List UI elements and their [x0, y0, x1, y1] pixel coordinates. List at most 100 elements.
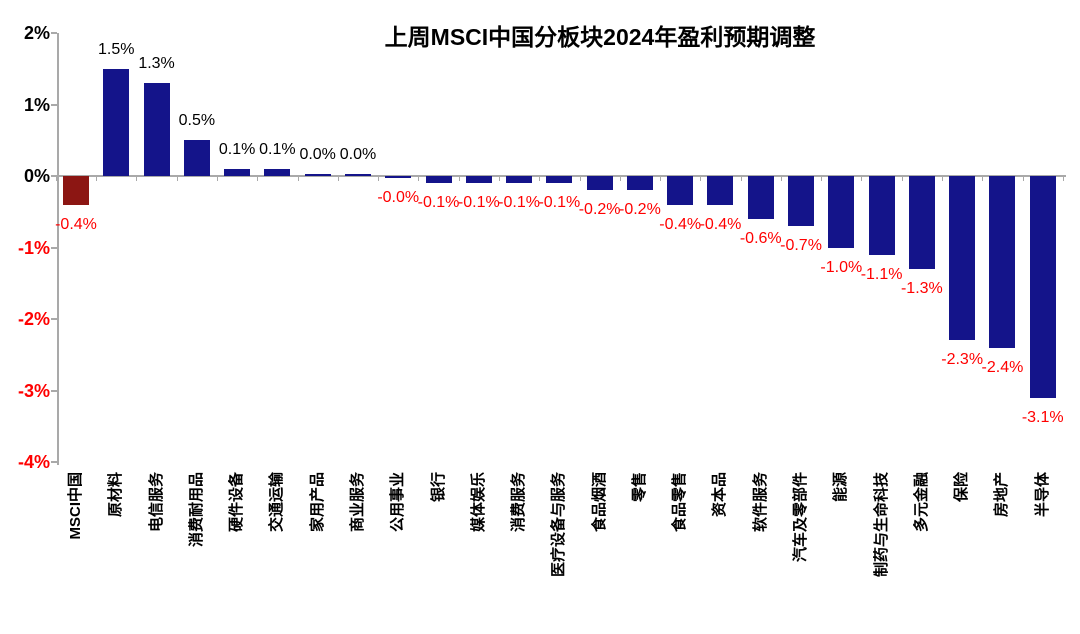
- x-axis-category-label: 商业服务: [348, 472, 366, 533]
- bar-value-label: -0.1%: [417, 194, 460, 211]
- bar-value-label: -2.3%: [941, 351, 984, 368]
- x-axis-category-label: 家用产品: [308, 472, 326, 533]
- bar: [63, 176, 89, 205]
- x-axis-tick: [458, 176, 460, 181]
- y-axis-tick: [51, 103, 57, 106]
- bar: [989, 176, 1016, 348]
- x-axis-tick: [1022, 176, 1024, 181]
- bar-value-label: -0.4%: [699, 216, 742, 233]
- x-axis-tick: [821, 176, 823, 181]
- x-axis-tick: [216, 176, 218, 181]
- x-axis-category-label: 媒体娱乐: [469, 472, 487, 533]
- bar: [747, 176, 774, 219]
- x-axis-category-label: 食品零售: [671, 472, 689, 533]
- y-axis-label: -1%: [17, 237, 50, 258]
- bar-value-label: -0.1%: [457, 194, 500, 211]
- chart-title: 上周MSCI中国分板块2024年盈利预期调整: [384, 24, 816, 50]
- bar: [828, 176, 855, 248]
- y-axis-line: [57, 33, 59, 465]
- x-axis-category-label: 半导体: [1033, 472, 1051, 518]
- x-axis-tick: [498, 176, 500, 181]
- x-axis-category-label: MSCI中国: [67, 472, 84, 540]
- y-axis-tick: [51, 246, 57, 249]
- x-axis-category-label: 食品烟酒: [590, 472, 608, 533]
- x-axis-category-label: 交通运输: [268, 472, 286, 533]
- bar: [465, 176, 492, 183]
- x-axis-category-label: 资本品: [711, 472, 729, 518]
- bar: [143, 83, 170, 176]
- bar-value-label: -0.2%: [578, 201, 621, 218]
- x-axis-category-label: 银行: [429, 472, 447, 503]
- x-axis-tick: [539, 176, 541, 181]
- bar-value-label: 1.5%: [98, 41, 135, 58]
- bar: [626, 176, 653, 190]
- x-axis-category-label: 消费耐用品: [187, 472, 205, 548]
- x-axis-tick: [1062, 176, 1064, 181]
- bar: [103, 69, 130, 176]
- bar-value-label: -0.7%: [780, 237, 822, 254]
- bar: [425, 176, 452, 183]
- bar-value-label: 0.1%: [259, 141, 296, 158]
- bar: [506, 176, 533, 183]
- bar-value-label: -0.1%: [498, 194, 540, 211]
- x-axis-tick: [780, 176, 782, 181]
- y-axis-label: -4%: [17, 452, 50, 472]
- x-axis-category-label: 汽车及零部件: [792, 472, 810, 563]
- x-axis-tick: [136, 176, 138, 181]
- x-axis-tick: [660, 176, 662, 181]
- bar-value-label: -2.4%: [981, 359, 1024, 376]
- x-axis-category-label: 能源: [832, 472, 850, 503]
- y-axis-tick: [51, 389, 57, 392]
- bar-value-label: 1.3%: [138, 55, 175, 72]
- y-axis-tick: [51, 32, 57, 34]
- bar-value-label: -0.4%: [55, 216, 97, 233]
- x-axis-category-label: 原材料: [107, 472, 125, 518]
- y-axis-tick: [51, 461, 57, 463]
- bar-value-label: 0.5%: [178, 112, 216, 129]
- y-axis-label: 0%: [23, 166, 50, 186]
- bar-value-label: -0.1%: [538, 194, 581, 211]
- bar: [788, 176, 815, 226]
- x-axis-category-label: 房地产: [993, 472, 1011, 518]
- x-axis-category-label: 公用事业: [389, 472, 407, 533]
- x-axis-category-label: 硬件设备: [228, 472, 246, 533]
- x-axis-category-label: 医疗设备与服务: [550, 472, 568, 578]
- x-axis-tick: [740, 176, 742, 181]
- x-axis-tick: [176, 176, 178, 181]
- x-axis-tick: [257, 176, 259, 181]
- bar-value-label: -0.4%: [659, 216, 702, 233]
- x-axis-tick: [700, 176, 702, 181]
- bar: [908, 176, 935, 269]
- y-axis-label: -3%: [17, 380, 50, 401]
- x-axis-tick: [96, 176, 98, 181]
- bar: [264, 169, 291, 176]
- x-axis-category-label: 多元金融: [912, 472, 930, 533]
- bar-value-label: 0.0%: [299, 146, 336, 163]
- bar-value-label: -1.3%: [900, 280, 943, 297]
- y-axis-tick: [51, 318, 57, 320]
- bar-value-label: -0.2%: [619, 201, 661, 218]
- x-axis-tick: [942, 176, 944, 181]
- x-axis-tick: [378, 176, 380, 181]
- x-axis-category-label: 保险: [953, 472, 971, 503]
- x-axis-tick: [861, 176, 863, 181]
- x-axis-tick: [982, 176, 984, 181]
- x-axis-tick: [55, 176, 57, 181]
- bar: [224, 169, 251, 176]
- bar: [304, 174, 331, 176]
- bar: [667, 176, 694, 205]
- y-axis-label: -2%: [17, 309, 50, 329]
- bar: [586, 176, 613, 190]
- y-axis-label: 2%: [23, 23, 50, 43]
- x-axis-category-label: 电信服务: [147, 472, 165, 533]
- bar: [1029, 176, 1056, 398]
- x-axis-category-label: 制药与生命科技: [872, 472, 890, 578]
- bar: [949, 176, 976, 340]
- bar-value-label: 0.1%: [218, 141, 256, 158]
- bar: [183, 140, 210, 176]
- y-axis-label: 1%: [23, 94, 50, 115]
- bar: [344, 174, 371, 176]
- bar-value-label: -1.1%: [860, 266, 903, 283]
- bar: [868, 176, 895, 255]
